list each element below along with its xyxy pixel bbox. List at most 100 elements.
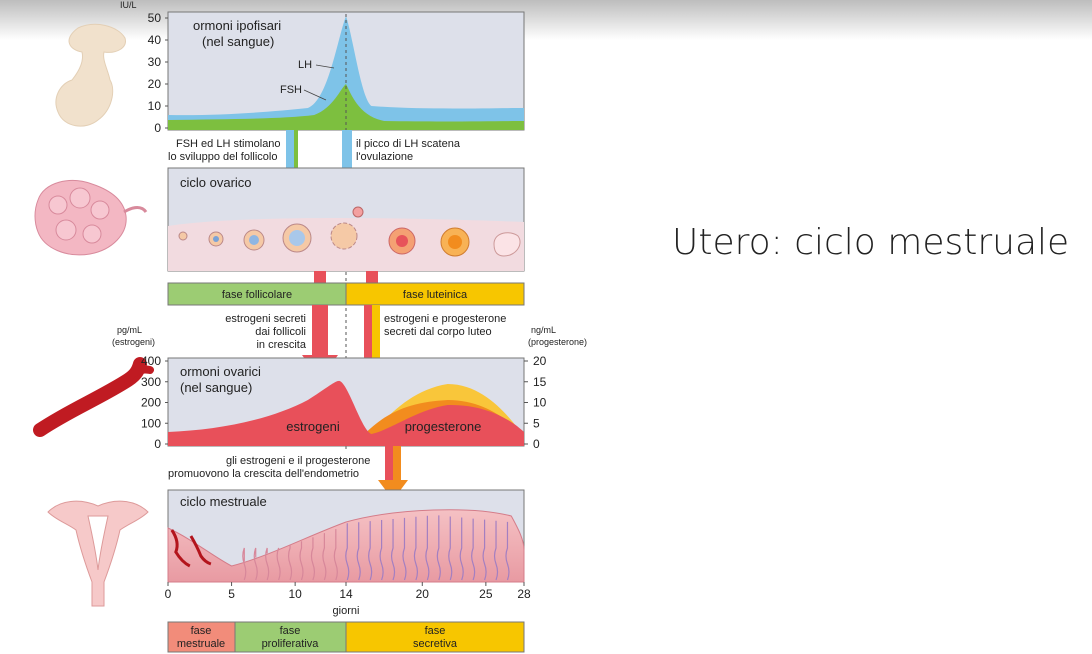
estrogen-unit-sublabel: (estrogeni) (112, 337, 155, 347)
fsh-curve (168, 84, 524, 130)
day-tick-label: 25 (479, 587, 493, 601)
pituitary-tick: 10 (148, 99, 162, 113)
endometrial-gland (276, 547, 281, 581)
estrogen-tick: 100 (141, 416, 161, 430)
lh-leader-line (315, 64, 335, 69)
endometrial-gland (425, 515, 430, 581)
ovary-estrogen-stub (314, 271, 326, 283)
estrogen-tick: 400 (141, 354, 161, 368)
proliferative-phase-label-1: fase (280, 625, 301, 637)
estrogen-tick: 200 (141, 396, 161, 410)
follicular-phase-label: fase follicolare (222, 289, 292, 301)
estrogen-curve (168, 380, 524, 446)
endometrial-gland (242, 547, 247, 581)
day-tick-label: 0 (165, 587, 172, 601)
secretory-phase-label-1: fase (425, 625, 446, 637)
pituitary-panel-title: ormoni ipofisari (193, 18, 281, 33)
pituitary-tick: 40 (148, 33, 162, 47)
progesterone-note-line2: secreti dal corpo luteo (384, 326, 492, 338)
blood-vessel-illustration (33, 357, 154, 437)
endometrial-gland (333, 529, 338, 581)
estrogen-tick: 0 (154, 437, 161, 451)
endometrial-gland (322, 533, 327, 581)
ovarian-hormones-title: ormoni ovarici (180, 364, 261, 379)
menstrual-vessel (170, 529, 191, 568)
menstrual-phase-bar (167, 621, 236, 653)
estrogen-note-line2: dai follicoli (255, 326, 306, 338)
menstrual-phase-label-2: mestruale (177, 638, 225, 650)
endometrial-gland (379, 520, 384, 581)
endometrium-note-line1: gli estrogeni e il progesterone (226, 455, 370, 467)
endometrial-gland (265, 547, 270, 581)
progesterone-unit-sublabel: (progesterone) (528, 337, 587, 347)
endometrial-gland (471, 518, 476, 581)
pituitary-tick: 20 (148, 77, 162, 91)
slide-title: Utero: ciclo mestruale (672, 222, 1070, 263)
endometrial-gland (345, 523, 350, 581)
progesterone-tick: 20 (533, 354, 547, 368)
endometrial-gland (310, 537, 316, 581)
fsh-label: FSH (280, 84, 302, 96)
endometrial-gland (402, 517, 407, 581)
endometrial-glands-and-vessels (170, 515, 510, 581)
progesterone-y-axis: 20 15 10 5 0 (524, 354, 547, 451)
proliferative-phase-label-2: proliferativa (262, 638, 320, 650)
pituitary-tick: 50 (148, 11, 162, 25)
pituitary-gland-illustration (55, 23, 126, 127)
day-tick-label: 5 (228, 587, 235, 601)
estrogen-unit-label: pg/mL (117, 325, 142, 335)
endometrial-gland (436, 515, 441, 581)
menstrual-phase-label-1: fase (191, 625, 212, 637)
luteal-phase-label: fase luteinica (403, 289, 468, 301)
lh-curve (168, 16, 524, 130)
proliferative-phase-bar (234, 621, 347, 653)
follicle-sequence (178, 206, 521, 257)
day-tick-label: 14 (339, 587, 353, 601)
endometrial-gland (253, 547, 258, 581)
progesterone-tick: 10 (533, 396, 547, 410)
ovarian-cycle-title: ciclo ovarico (180, 175, 252, 190)
endometrial-gland (299, 541, 304, 581)
lh-peak-note-line2: l'ovulazione (356, 151, 413, 163)
endometrial-gland (459, 517, 464, 581)
pituitary-unit-label: IU/L (120, 0, 137, 10)
endometrium-note-line2: promuovono la crescita dell'endometrio (168, 468, 359, 480)
day-tick-label: 28 (517, 587, 531, 601)
endometrial-gland (493, 520, 499, 581)
estrogen-curve-label: estrogeni (286, 419, 340, 434)
ovary-illustration (34, 180, 148, 256)
estrogen-tick: 300 (141, 375, 161, 389)
progesterone-curve-label: progesterone (405, 419, 482, 434)
progesterone-tick: 15 (533, 375, 547, 389)
progesterone-note-line1: estrogeni e progesterone (384, 313, 506, 325)
fsh-lh-note-line1: FSH ed LH stimolano (176, 138, 281, 150)
endometrial-gland (505, 521, 510, 581)
progesterone-unit-label: ng/mL (531, 325, 556, 335)
estrogen-note-line1: estrogeni secreti (225, 313, 306, 325)
estrogen-note-line3: in crescita (256, 339, 306, 351)
pituitary-tick: 30 (148, 55, 162, 69)
lh-peak-note-line1: il picco di LH scatena (356, 138, 461, 150)
menstrual-cycle-title: ciclo mestruale (180, 494, 267, 509)
endometrial-gland (482, 519, 487, 581)
endometrial-gland (390, 518, 396, 581)
fsh-leader-line (303, 89, 327, 101)
fsh-lh-note-line2: lo sviluppo del follicolo (168, 151, 277, 163)
progesterone-tick: 0 (533, 437, 540, 451)
endometrial-gland (356, 522, 361, 581)
luteal-phase-bar (345, 282, 525, 306)
uterus-illustration (47, 500, 149, 607)
days-x-axis: 0 5 10 14 20 25 28 (165, 582, 531, 601)
endometrial-gland (287, 545, 293, 581)
pituitary-tick: 0 (154, 121, 161, 135)
endometrial-gland (368, 521, 373, 581)
ovarian-hormones-subtitle: (nel sangue) (180, 380, 252, 395)
secretory-phase-bar (345, 621, 525, 653)
pituitary-y-axis: 50 40 30 20 10 0 (148, 11, 168, 135)
secretory-phase-label-2: secretiva (413, 638, 458, 650)
estrogen-y-axis: 400 300 200 100 0 (141, 354, 168, 451)
endometrium-layer (167, 509, 525, 583)
menstrual-vessel (189, 535, 212, 566)
endometrial-gland (413, 516, 419, 581)
